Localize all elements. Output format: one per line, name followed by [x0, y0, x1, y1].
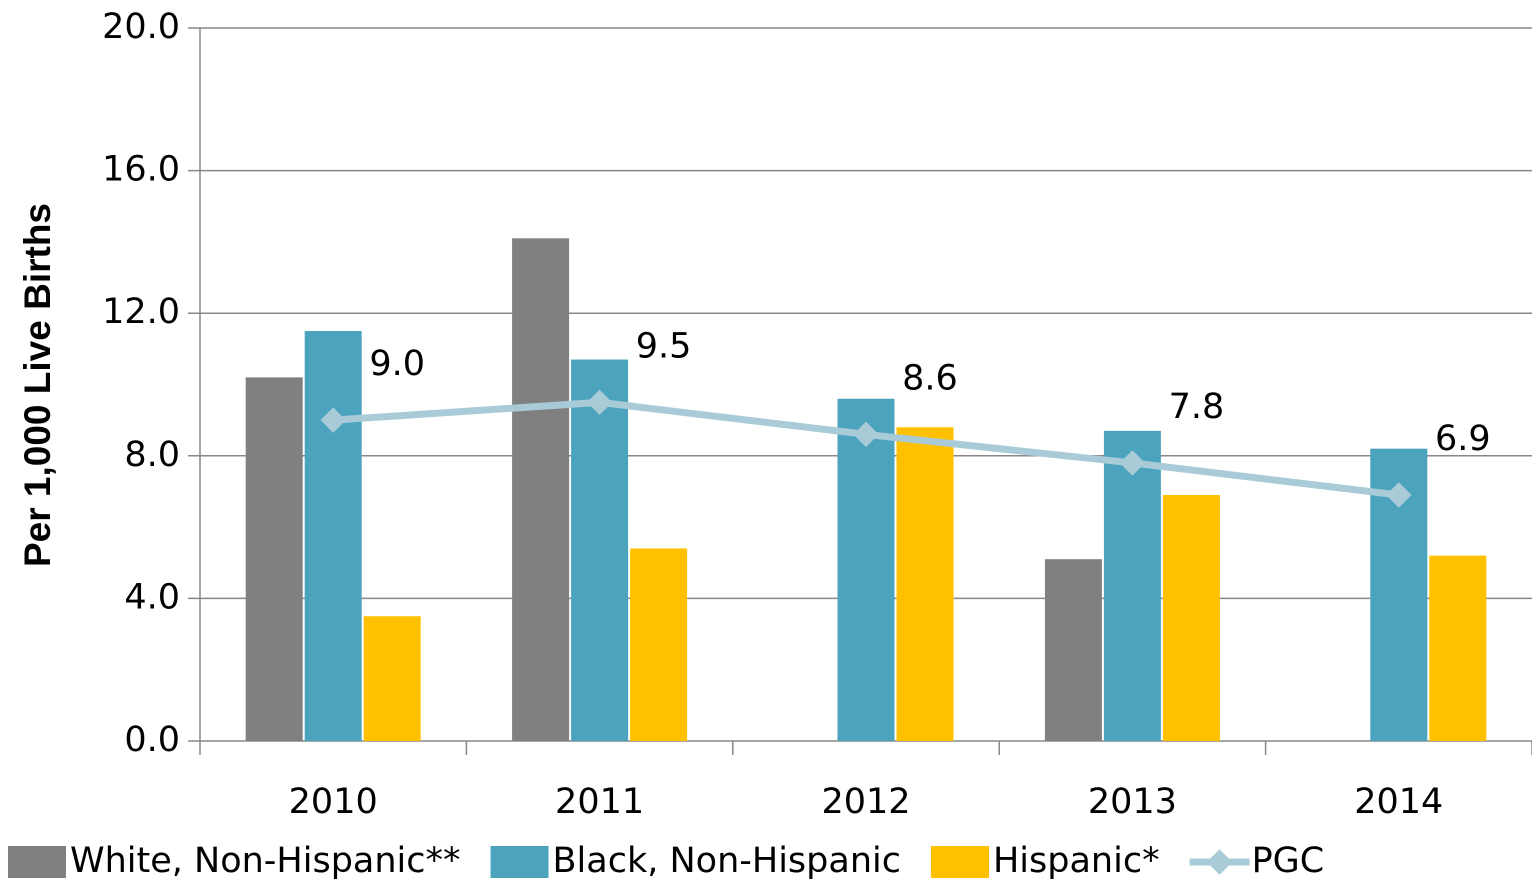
- bar: [1044, 559, 1102, 741]
- x-tick-label: 2013: [1088, 782, 1177, 822]
- x-tick-label: 2014: [1354, 782, 1443, 822]
- marker: [586, 389, 613, 416]
- bar: [571, 359, 629, 741]
- legend-label: White, Non-Hispanic**: [70, 841, 461, 881]
- bar: [512, 238, 570, 741]
- y-tick-label: 8.0: [124, 435, 180, 475]
- bar: [896, 427, 954, 741]
- legend-swatch: [490, 846, 549, 878]
- legend-marker: [1206, 849, 1233, 875]
- y-tick-label: 12.0: [102, 292, 180, 332]
- bar: [837, 398, 895, 741]
- legend-swatch: [8, 846, 66, 878]
- data-label: 9.0: [369, 344, 425, 384]
- bar: [1429, 555, 1487, 741]
- legend-label: PGC: [1252, 841, 1325, 881]
- data-label: 6.9: [1435, 419, 1491, 459]
- bar: [1162, 495, 1220, 741]
- x-tick-label: 2012: [821, 782, 910, 822]
- data-label: 8.6: [902, 358, 958, 398]
- y-tick-label: 20.0: [102, 7, 180, 47]
- data-label: 7.8: [1169, 387, 1225, 427]
- data-label: 9.5: [636, 326, 692, 366]
- bar: [630, 548, 688, 741]
- legend-label: Hispanic*: [993, 841, 1160, 881]
- y-tick-label: 0.0: [124, 720, 180, 760]
- x-tick-label: 2011: [555, 782, 644, 822]
- bar: [1103, 430, 1161, 741]
- bar: [304, 331, 362, 741]
- y-tick-label: 4.0: [124, 577, 180, 617]
- marker: [320, 407, 346, 433]
- legend-swatch: [930, 846, 989, 878]
- bar: [363, 616, 421, 741]
- x-tick-label: 2010: [289, 782, 378, 822]
- legend-label: Black, Non-Hispanic: [553, 841, 901, 881]
- bar: [245, 377, 303, 741]
- marker: [853, 421, 879, 448]
- y-tick-label: 16.0: [102, 150, 180, 190]
- y-axis-label: Per 1,000 Live Births: [17, 203, 58, 567]
